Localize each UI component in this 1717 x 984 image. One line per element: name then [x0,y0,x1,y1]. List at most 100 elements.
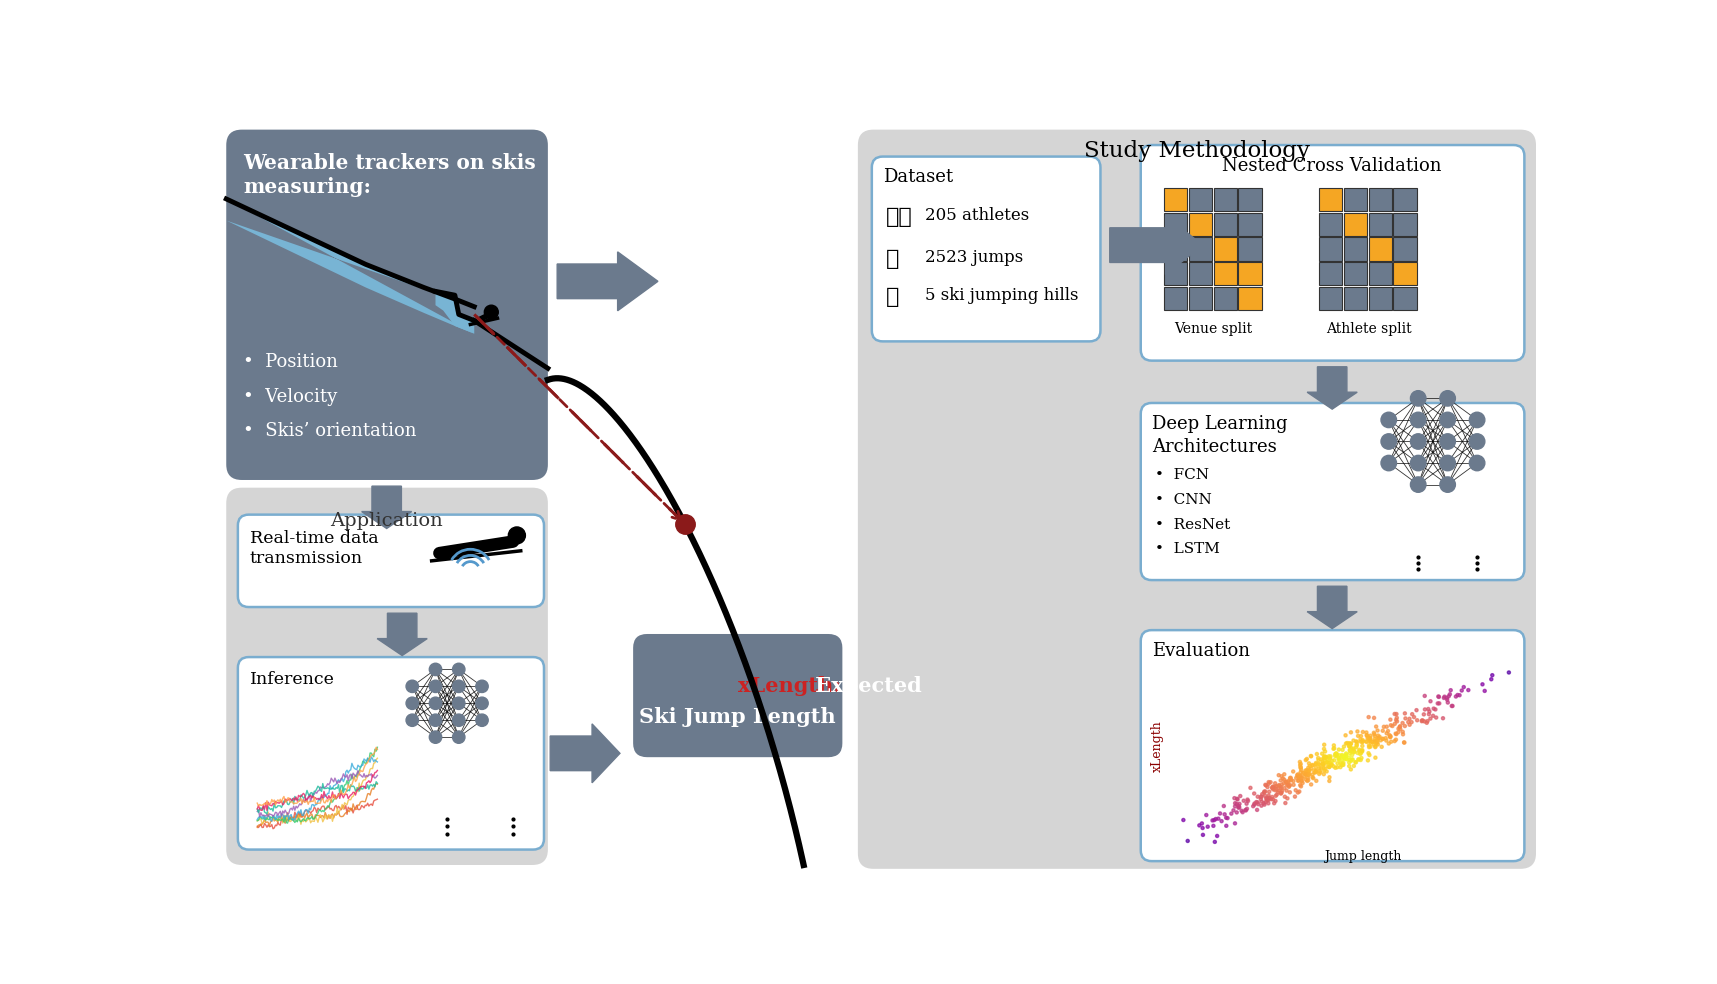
Point [1288,772,1315,788]
Point [1288,762,1315,777]
Text: Venue split: Venue split [1174,322,1253,337]
Point [1296,763,1324,778]
Point [1259,789,1286,805]
Circle shape [1410,477,1425,492]
Point [1298,757,1326,772]
Point [1343,736,1370,752]
Point [1434,695,1461,710]
Polygon shape [378,613,428,655]
Point [1348,750,1375,766]
Point [1252,794,1279,810]
Point [1339,743,1367,759]
Bar [1164,286,1186,310]
Point [1348,745,1375,761]
Point [1277,770,1305,786]
Point [1241,796,1269,812]
Point [1382,712,1410,728]
Point [1224,798,1252,814]
Point [1308,756,1336,771]
Point [1329,747,1356,763]
Point [1223,805,1250,821]
Point [1245,789,1272,805]
Point [1257,791,1284,807]
Point [1271,789,1298,805]
Point [1451,679,1478,695]
Text: Deep Learning: Deep Learning [1152,414,1288,433]
Point [1253,779,1281,795]
Point [1312,749,1339,765]
Point [1422,709,1449,725]
Bar [1344,237,1367,261]
Polygon shape [1307,586,1356,629]
Polygon shape [362,486,412,528]
Point [1310,750,1338,766]
Point [1380,733,1408,749]
Point [1317,751,1344,767]
Point [1356,739,1384,755]
Point [1317,758,1344,773]
Bar [1188,188,1212,212]
Point [1193,819,1221,834]
Point [1338,762,1365,777]
Point [1279,777,1307,793]
Point [1398,714,1425,730]
Point [1264,784,1291,800]
Point [1253,791,1281,807]
Bar [1238,188,1262,212]
Point [1229,804,1257,820]
Bar [1188,237,1212,261]
Point [1269,770,1296,786]
Bar [1368,188,1392,212]
Point [1303,764,1331,779]
Point [1271,767,1298,782]
Point [1247,789,1274,805]
Point [1363,735,1391,751]
Point [1377,717,1405,733]
Point [1327,758,1355,773]
Point [1301,755,1329,770]
Point [1403,712,1430,728]
Point [1329,757,1356,772]
Point [1298,767,1326,782]
Point [1253,792,1281,808]
Point [1198,813,1226,829]
Point [1387,721,1415,737]
Point [1293,751,1320,767]
Circle shape [429,714,441,726]
Point [1362,731,1389,747]
Point [1276,779,1303,795]
Point [1413,715,1441,731]
Point [1314,754,1341,769]
Point [1255,795,1283,811]
Point [1221,799,1248,815]
Point [1372,733,1399,749]
Point [1370,719,1398,735]
Point [1439,698,1466,713]
Point [1362,735,1389,751]
Point [1411,688,1439,704]
Point [1259,780,1286,796]
Text: Athlete split: Athlete split [1326,322,1411,337]
Point [1228,803,1255,819]
Point [1338,744,1365,760]
Point [1257,774,1284,790]
Point [1478,667,1506,683]
Point [1336,759,1363,774]
Point [1276,784,1303,800]
Circle shape [1410,434,1425,449]
Point [1346,746,1374,762]
Point [1226,796,1253,812]
FancyBboxPatch shape [872,156,1101,341]
Point [1310,741,1338,757]
Point [1384,724,1411,740]
Point [1468,676,1496,692]
Point [1235,792,1262,808]
Point [1331,749,1358,765]
Point [1348,742,1375,758]
Point [1454,682,1482,698]
Point [1329,756,1356,771]
Point [1417,694,1444,709]
Point [1262,775,1289,791]
Point [1283,768,1310,783]
Bar [1188,213,1212,236]
